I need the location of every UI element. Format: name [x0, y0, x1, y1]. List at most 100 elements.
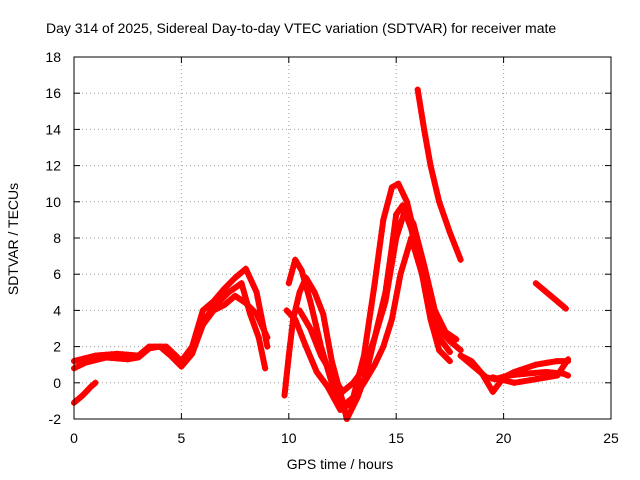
plus-marker: [75, 396, 82, 403]
plus-marker: [522, 377, 529, 384]
plus-marker: [443, 354, 450, 361]
plus-marker: [305, 292, 312, 299]
plus-marker: [455, 251, 462, 258]
plus-marker: [527, 363, 534, 370]
plus-marker: [377, 316, 384, 323]
plus-marker: [410, 241, 417, 248]
plus-marker: [389, 258, 396, 265]
axis-ticks: 0 5 10 15 20 25 -2 0 2 4 6 8 10 12 14 16 18: [45, 49, 619, 446]
plus-marker: [426, 156, 433, 163]
plus-marker: [309, 309, 316, 316]
plus-marker: [313, 294, 320, 301]
plus-marker: [113, 350, 120, 357]
plus-marker: [388, 316, 395, 323]
plus-marker: [416, 244, 423, 251]
plus-marker: [436, 198, 443, 205]
plus-marker: [393, 293, 400, 300]
plus-marker: [427, 290, 434, 297]
plus-marker: [419, 115, 426, 122]
plus-marker: [251, 322, 258, 329]
plus-marker: [543, 289, 550, 296]
plus-marker: [385, 327, 392, 334]
plus-marker: [289, 268, 296, 275]
plus-marker: [257, 307, 264, 314]
data-series: [71, 86, 572, 422]
plus-marker: [395, 180, 402, 187]
plus-marker: [108, 351, 115, 358]
plus-marker: [259, 353, 266, 360]
plus-marker: [439, 350, 446, 357]
plus-marker: [282, 386, 289, 393]
plus-marker: [425, 305, 432, 312]
plus-marker: [369, 292, 376, 299]
plus-marker: [135, 352, 142, 359]
plus-marker: [376, 245, 383, 252]
plus-marker: [362, 340, 369, 347]
plus-marker: [313, 326, 320, 333]
plus-marker: [366, 370, 373, 377]
plus-marker: [357, 370, 364, 377]
plus-marker: [429, 168, 435, 175]
plus-marker: [384, 286, 391, 293]
plus-marker: [163, 343, 170, 350]
plus-marker: [311, 336, 318, 343]
plus-marker: [296, 307, 303, 314]
plus-marker: [380, 304, 387, 311]
plus-marker: [324, 383, 331, 390]
plus-marker: [405, 204, 412, 211]
plus-marker: [240, 286, 247, 293]
plus-marker: [388, 184, 395, 191]
plus-marker: [423, 293, 430, 300]
plus-marker: [241, 292, 248, 299]
plus-marker: [422, 132, 429, 139]
y-tick-label: 12: [45, 158, 61, 174]
plus-marker: [483, 374, 490, 381]
plus-marker: [374, 262, 381, 269]
plus-marker: [349, 396, 356, 403]
plus-marker: [330, 395, 337, 402]
plus-marker: [292, 256, 299, 263]
plus-marker: [371, 361, 378, 368]
plus-marker: [446, 338, 453, 345]
x-tick-label: 20: [496, 430, 512, 446]
plus-marker: [365, 353, 372, 360]
plus-marker: [404, 212, 411, 219]
plus-marker: [330, 363, 337, 370]
plus-marker: [423, 273, 430, 280]
plus-marker: [457, 347, 464, 354]
plus-marker: [390, 252, 397, 259]
plus-marker: [421, 126, 428, 133]
plus-marker: [334, 401, 341, 408]
plus-marker: [103, 351, 110, 358]
plus-marker: [247, 311, 254, 318]
plus-marker: [323, 328, 330, 335]
plus-marker: [323, 361, 330, 368]
plus-marker: [199, 307, 206, 314]
plus-marker: [527, 370, 534, 377]
plus-marker: [285, 280, 292, 287]
plus-marker: [228, 278, 235, 285]
plus-marker: [391, 246, 398, 253]
plus-marker: [522, 365, 529, 372]
plus-marker: [232, 274, 239, 281]
plus-marker: [532, 369, 539, 376]
plus-marker: [195, 325, 202, 332]
plus-marker: [285, 358, 292, 365]
plus-marker: [543, 368, 550, 375]
plus-marker: [341, 404, 348, 411]
plus-marker: [426, 310, 433, 317]
x-tick-label: 5: [178, 430, 186, 446]
plus-marker: [366, 316, 373, 323]
plus-marker: [489, 374, 496, 381]
plus-marker: [300, 273, 307, 280]
plus-marker: [92, 352, 99, 359]
plus-marker: [378, 228, 385, 235]
x-tick-label: 10: [281, 430, 297, 446]
y-tick-label: 8: [53, 230, 61, 246]
plus-marker: [393, 235, 400, 241]
plus-marker: [387, 321, 394, 328]
plus-marker: [375, 322, 382, 329]
plus-marker: [387, 269, 394, 276]
plus-marker: [342, 409, 349, 416]
plus-marker: [386, 275, 393, 282]
